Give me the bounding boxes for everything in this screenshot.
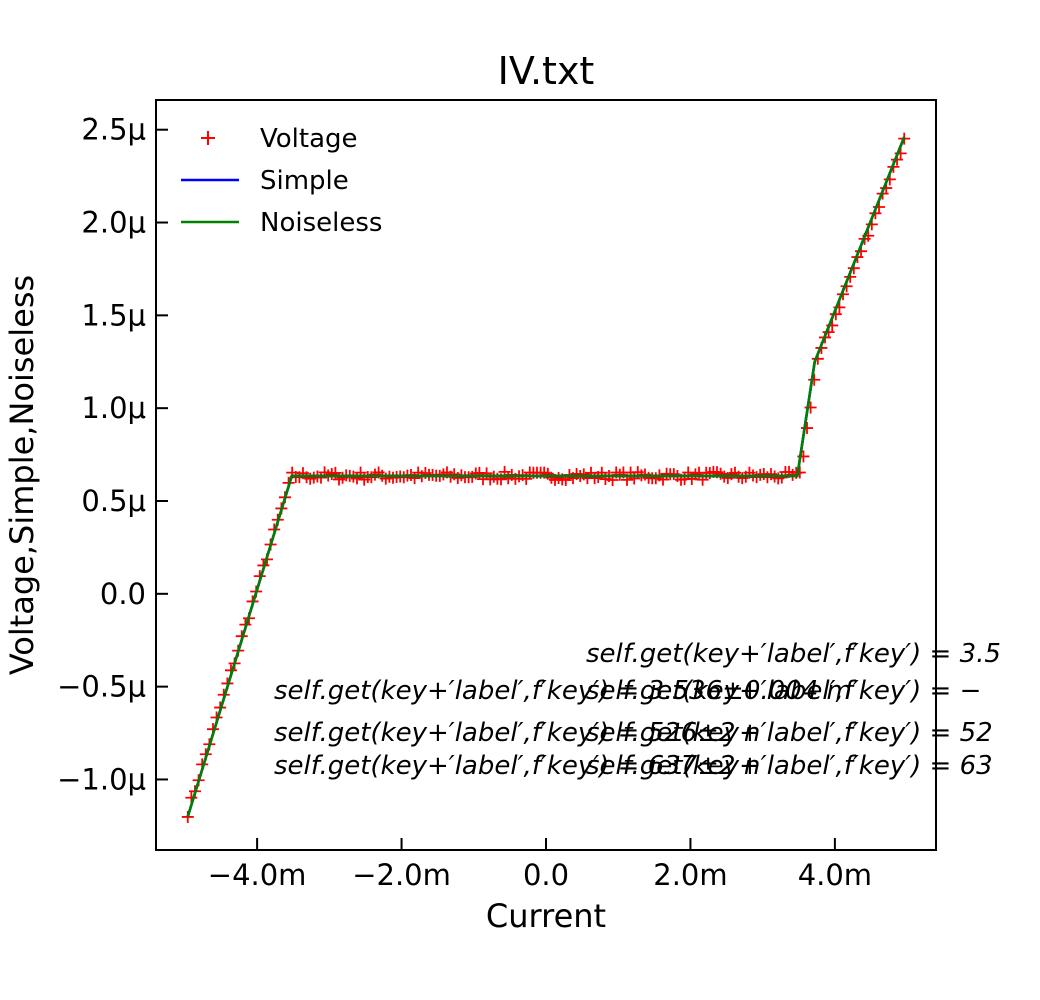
y-tick-label: 1.5μ [81, 298, 146, 332]
voltage-point [793, 466, 806, 479]
legend: Voltage Simple Noiseless [181, 124, 382, 238]
series-layer [181, 132, 911, 823]
x-tick-label: −4.0m [208, 858, 307, 892]
voltage-point [628, 472, 641, 485]
fit-annotation: self.get(key+′label′,f′key′) = 63 [586, 751, 993, 781]
x-tick-label: 2.0m [653, 858, 727, 892]
y-tick-label: 2.0μ [81, 206, 146, 240]
x-tick-label: −2.0m [352, 858, 451, 892]
fit-annotation: self.get(key+′label′,f′key′) = 3.5 [586, 639, 1001, 669]
x-tick-label: 0.0 [523, 858, 569, 892]
voltage-point [808, 373, 821, 386]
y-tick-label: 0.5μ [81, 484, 146, 518]
voltage-point [801, 422, 814, 435]
legend-label-noiseless: Noiseless [260, 208, 382, 238]
y-tick-label: −0.5μ [57, 670, 146, 704]
fit-annotation: self.get(key+′label′,f′key′) = 3.536±0.0… [274, 676, 852, 706]
ticks-layer: −4.0m −2.0m 0.0 2.0m 4.0m −1.0μ −0.5μ 0.0 0.5μ 1.… [57, 113, 872, 892]
fit-annotation: self.get(key+′label′,f′key′) = 637±2 n [274, 751, 760, 781]
x-tick-label: 4.0m [798, 858, 872, 892]
legend-label-voltage: Voltage [260, 124, 358, 154]
x-axis-label: Current [486, 897, 606, 935]
y-tick-label: 2.5μ [81, 113, 146, 147]
series-noiseless-line [186, 136, 906, 817]
y-tick-label: −1.0μ [57, 762, 146, 796]
legend-marker-voltage [201, 131, 215, 145]
legend-label-simple: Simple [260, 166, 349, 196]
y-axis-label: Voltage,Simple,Noiseless [3, 275, 41, 675]
chart-title: IV.txt [498, 49, 595, 93]
y-tick-label: 1.0μ [81, 391, 146, 425]
fit-annotation: self.get(key+′label′,f′key′) = 52 [586, 718, 993, 748]
voltage-point [480, 467, 493, 480]
fit-annotation: self.get(key+′label′,f′key′) = 526±2 n [274, 718, 760, 748]
fit-annotation: self.get(key+′label′,f′key′) = − [586, 676, 981, 706]
fit-annotations: self.get(key+′label′,f′key′) = 3.5 self.g… [274, 639, 1001, 781]
y-tick-label: 0.0 [100, 577, 146, 611]
